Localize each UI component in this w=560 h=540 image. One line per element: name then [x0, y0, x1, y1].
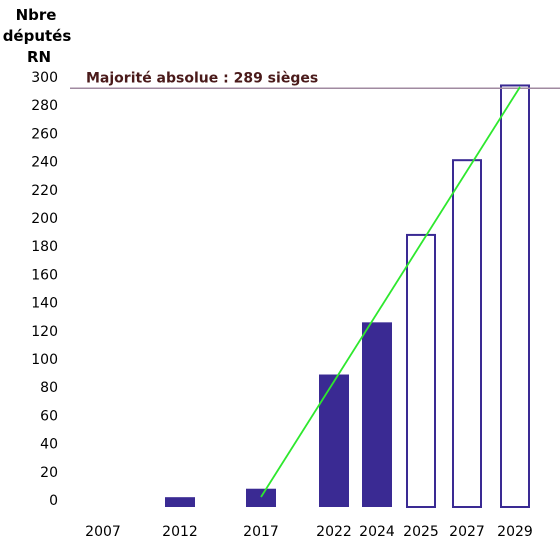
y-axis-ticks: 0 20 40 60 80 100 120 140 160 180 200 220 240 260 280 3… — [31, 70, 58, 509]
y-tick-label: 100 — [31, 352, 58, 368]
y-tick-label: 300 — [31, 70, 58, 86]
y-tick-label: 0 — [49, 493, 58, 509]
x-tick-label: 2027 — [449, 524, 485, 540]
bar-2027 — [452, 159, 482, 508]
y-tick-label: 280 — [31, 98, 58, 114]
bar-2012 — [165, 497, 195, 507]
y-tick-label: 60 — [40, 408, 58, 424]
bar-2022 — [319, 374, 349, 507]
y-tick-label: 180 — [31, 239, 58, 255]
y-tick-label: 220 — [31, 183, 58, 199]
x-tick-label: 2022 — [316, 524, 352, 540]
y-tick-label: 40 — [40, 437, 58, 453]
x-tick-label: 2012 — [162, 524, 198, 540]
y-tick-label: 260 — [31, 126, 58, 142]
trend-line — [260, 86, 521, 498]
y-axis-label: Nbre députés RN — [3, 6, 72, 66]
bar-2024 — [362, 322, 392, 507]
bars — [165, 84, 530, 509]
x-tick-label: 2025 — [403, 524, 439, 540]
y-tick-label: 80 — [40, 380, 58, 396]
y-tick-label: 200 — [31, 211, 58, 227]
y-axis-label-line: Nbre — [16, 6, 57, 24]
x-axis-ticks: 2007 2012 2017 2022 2024 2025 2027 2029 — [85, 524, 533, 540]
x-tick-label: 2029 — [497, 524, 533, 540]
y-tick-label: 160 — [31, 267, 58, 283]
y-tick-label: 240 — [31, 155, 58, 171]
x-tick-label: 2024 — [359, 524, 395, 540]
majority-annotation: Majorité absolue : 289 sièges — [86, 70, 318, 86]
bar-2017 — [246, 488, 276, 507]
y-tick-label: 20 — [40, 465, 58, 481]
y-axis-label-line: RN — [27, 48, 51, 66]
y-tick-label: 120 — [31, 324, 58, 340]
bar-2025 — [406, 233, 436, 508]
x-tick-label: 2017 — [243, 524, 279, 540]
bar-2029 — [500, 84, 530, 509]
y-axis-label-line: députés — [3, 27, 72, 45]
x-tick-label: 2007 — [85, 524, 121, 540]
y-tick-label: 140 — [31, 296, 58, 312]
